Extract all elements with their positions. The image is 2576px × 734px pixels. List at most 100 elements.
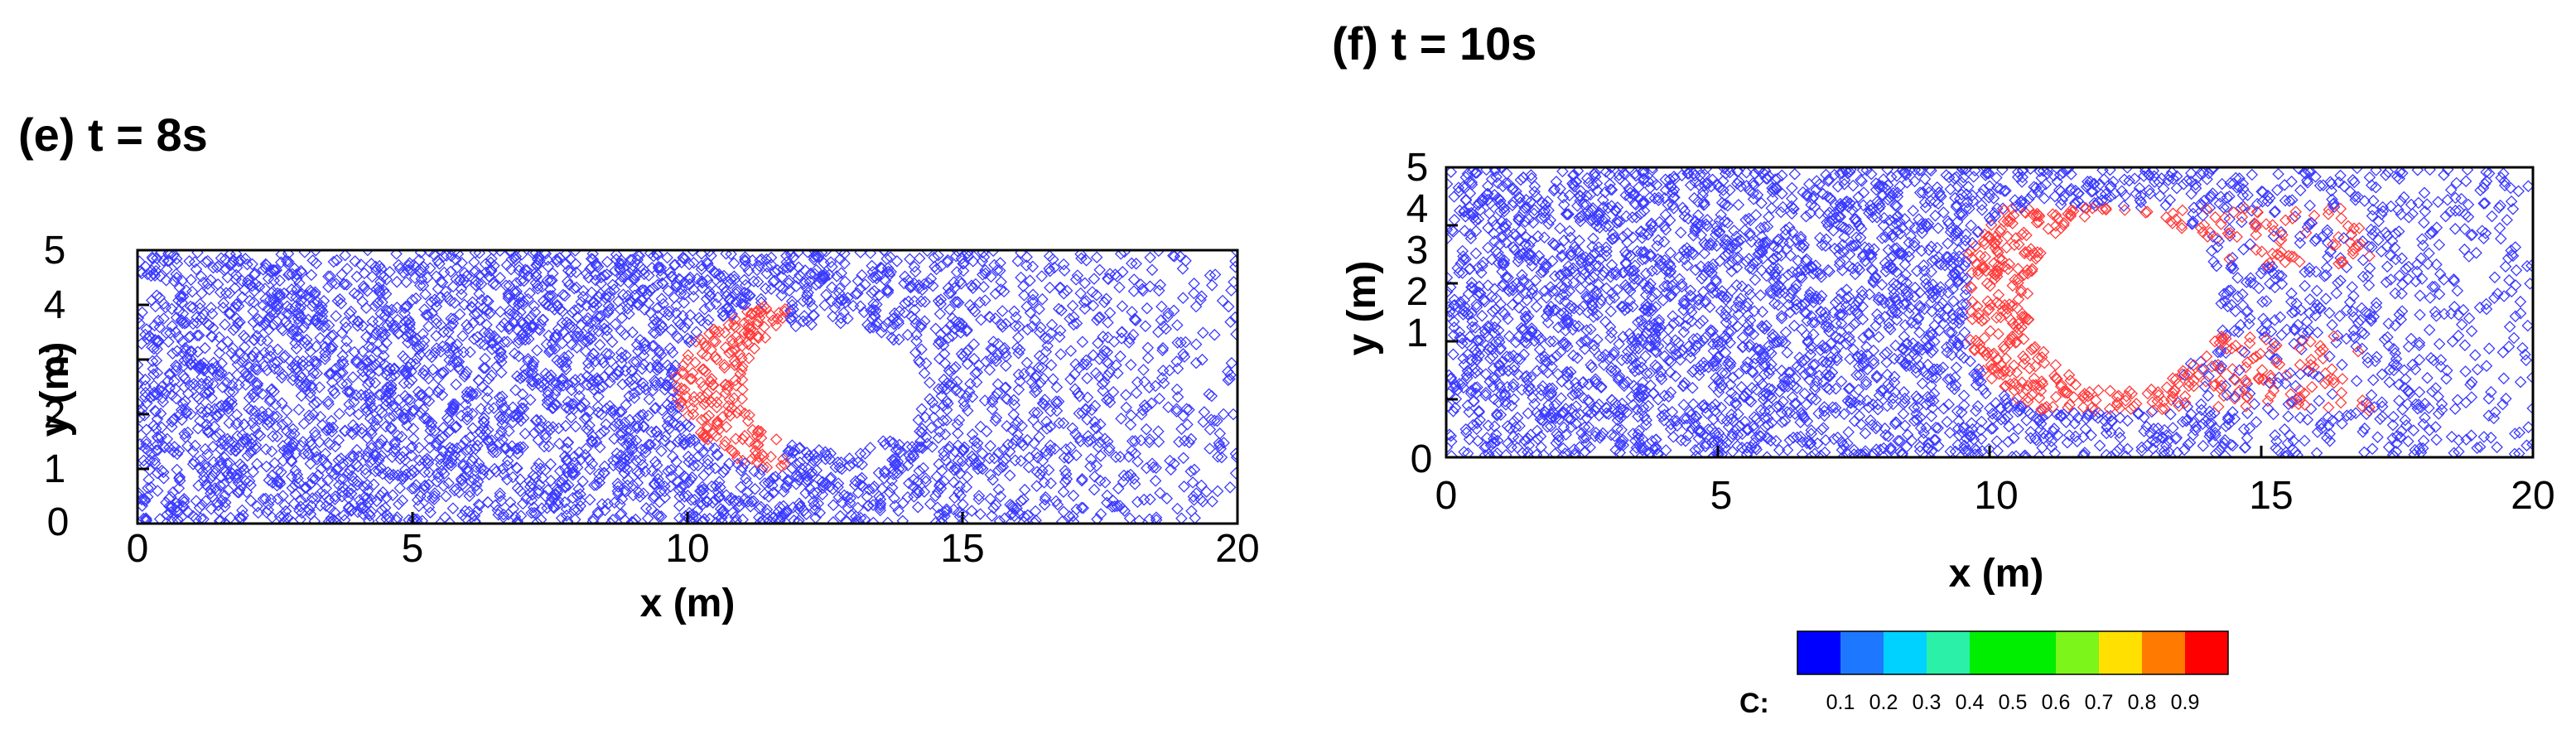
particle-point	[296, 287, 308, 300]
particle-point	[691, 273, 703, 285]
particle-point	[1043, 250, 1056, 263]
particle-point	[851, 287, 864, 300]
particle-point	[753, 511, 765, 524]
particle-point	[562, 479, 575, 491]
particle-point	[933, 383, 945, 395]
particle-point	[502, 508, 515, 521]
particle-point	[976, 447, 989, 460]
particle-point	[991, 387, 1004, 399]
particle-point	[471, 331, 484, 344]
particle-point	[181, 426, 195, 439]
particle-point	[290, 291, 302, 304]
particle-point	[329, 493, 341, 505]
particle-point	[277, 515, 291, 524]
particle-point	[1152, 436, 1165, 448]
particle-point	[668, 292, 681, 304]
particle-point	[1008, 398, 1021, 412]
particle-point	[851, 274, 865, 287]
particle-point	[771, 312, 784, 325]
particle-point	[1070, 317, 1083, 330]
particle-point	[225, 398, 239, 410]
particle-point	[974, 508, 987, 520]
particle-point	[1979, 250, 1991, 263]
particle-point	[647, 319, 660, 331]
particle-point	[243, 392, 256, 404]
particle-point	[1021, 509, 1035, 522]
particle-point	[938, 347, 951, 360]
particle-point	[290, 268, 303, 281]
particle-point	[319, 447, 332, 460]
particle-point	[2285, 250, 2299, 263]
particle-point	[581, 411, 593, 424]
particle-point	[380, 273, 393, 286]
particle-point	[295, 310, 307, 323]
particle-point	[2299, 226, 2313, 239]
particle-point	[277, 368, 289, 381]
particle-point	[201, 254, 214, 268]
particle-point	[901, 441, 914, 453]
particle-point	[885, 481, 899, 494]
particle-point	[1144, 251, 1156, 264]
particle-point	[157, 440, 171, 453]
particle-point	[1197, 326, 1209, 339]
particle-point	[528, 427, 541, 439]
particle-point	[1066, 299, 1079, 312]
particle-point	[670, 456, 683, 468]
particle-point	[677, 309, 689, 322]
particle-point	[533, 478, 546, 491]
particle-point	[287, 423, 300, 436]
particle-point	[669, 359, 682, 372]
particle-point	[582, 424, 595, 437]
particle-point	[932, 250, 944, 262]
particle-point	[941, 254, 954, 267]
particle-point	[325, 515, 338, 524]
particle-point	[802, 286, 814, 299]
particle-point	[364, 394, 376, 407]
particle-point	[306, 471, 319, 485]
particle-point	[309, 429, 322, 442]
particle-point	[2406, 358, 2419, 371]
particle-point	[590, 259, 603, 273]
particle-point	[187, 446, 200, 458]
particle-point	[2426, 280, 2439, 293]
particle-point	[338, 278, 351, 291]
particle-point	[655, 292, 668, 305]
particle-point	[598, 317, 610, 331]
particle-point	[341, 467, 355, 480]
particle-point	[631, 254, 644, 267]
particle-point	[172, 482, 186, 495]
particle-point	[972, 493, 985, 505]
particle-point	[1111, 270, 1124, 282]
particle-point	[1656, 410, 1668, 423]
particle-point	[525, 494, 538, 506]
particle-point	[583, 453, 596, 466]
particle-point	[1838, 231, 1850, 244]
particle-point	[2450, 176, 2463, 190]
particle-point	[601, 307, 615, 319]
particle-point	[543, 370, 555, 383]
particle-point	[345, 483, 358, 495]
particle-point	[648, 490, 660, 503]
particle-point	[1057, 417, 1070, 430]
particle-point	[200, 256, 212, 268]
particle-point	[332, 434, 345, 447]
particle-point	[374, 490, 387, 502]
particle-point	[166, 347, 179, 360]
particle-point	[523, 287, 536, 300]
particle-point	[760, 503, 774, 516]
particle-point	[784, 250, 798, 261]
particle-point	[397, 266, 410, 279]
particle-point	[213, 514, 226, 524]
particle-point	[635, 443, 648, 456]
particle-point	[885, 265, 897, 278]
particle-point	[383, 512, 396, 524]
particle-point	[514, 441, 527, 453]
particle-point	[176, 336, 189, 348]
particle-point	[2449, 205, 2462, 217]
particle-point	[1017, 493, 1030, 506]
particle-point	[355, 359, 368, 371]
particle-point	[611, 485, 624, 498]
particle-point	[663, 266, 677, 279]
particle-point	[798, 264, 812, 277]
particle-point	[976, 254, 989, 268]
